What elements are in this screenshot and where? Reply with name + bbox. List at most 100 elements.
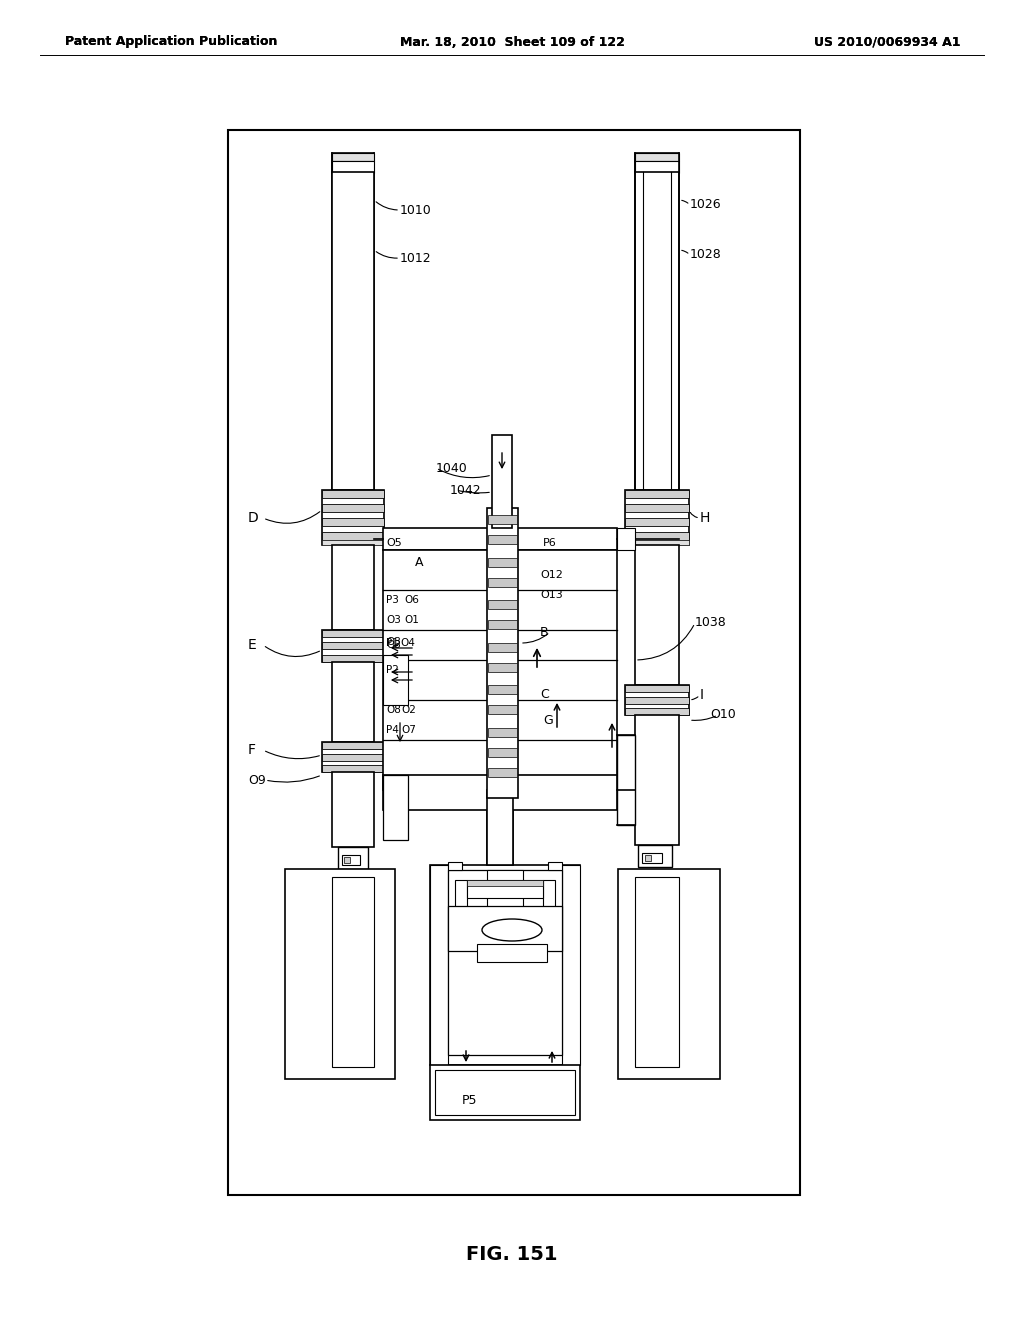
Bar: [332, 153, 374, 173]
Bar: [322, 517, 384, 525]
Bar: [643, 715, 671, 845]
Text: O5: O5: [386, 539, 401, 548]
Text: 1010: 1010: [400, 203, 432, 216]
Bar: [455, 880, 467, 909]
Text: D: D: [248, 511, 259, 525]
Bar: [322, 742, 384, 772]
Text: O7: O7: [401, 725, 416, 735]
Text: Patent Application Publication: Patent Application Publication: [65, 36, 278, 49]
Bar: [332, 153, 374, 161]
Text: C: C: [540, 689, 549, 701]
Bar: [625, 490, 689, 498]
Bar: [618, 869, 720, 1078]
Bar: [492, 436, 512, 528]
Bar: [430, 1065, 580, 1119]
Text: P1: P1: [386, 638, 399, 648]
Bar: [332, 172, 374, 490]
Bar: [635, 172, 679, 490]
Bar: [322, 630, 384, 663]
Bar: [643, 876, 671, 1067]
Bar: [488, 685, 517, 694]
Text: O8: O8: [386, 705, 400, 715]
Bar: [322, 642, 384, 649]
Bar: [625, 685, 689, 692]
Text: I: I: [700, 688, 705, 702]
Bar: [488, 578, 517, 587]
Bar: [625, 517, 689, 525]
Bar: [635, 876, 679, 1067]
Bar: [625, 504, 689, 512]
Bar: [488, 601, 517, 609]
Bar: [488, 768, 517, 777]
Bar: [625, 532, 689, 540]
Bar: [488, 705, 517, 714]
Bar: [332, 663, 374, 742]
Bar: [344, 857, 350, 863]
Bar: [322, 742, 384, 748]
Bar: [340, 172, 366, 490]
Text: O3: O3: [386, 640, 400, 649]
Bar: [322, 540, 384, 545]
Bar: [322, 754, 384, 762]
Text: O13: O13: [540, 590, 563, 601]
Bar: [488, 515, 516, 520]
Text: Mar. 18, 2010  Sheet 109 of 122: Mar. 18, 2010 Sheet 109 of 122: [399, 36, 625, 49]
Bar: [488, 515, 516, 531]
Text: P4: P4: [386, 725, 399, 735]
Bar: [340, 772, 366, 847]
Bar: [488, 620, 517, 630]
Bar: [383, 655, 408, 705]
Bar: [342, 855, 360, 865]
Bar: [635, 161, 679, 173]
Bar: [332, 876, 374, 1067]
Bar: [487, 789, 513, 865]
Text: 1042: 1042: [450, 483, 481, 496]
Bar: [635, 153, 679, 161]
Bar: [467, 880, 543, 886]
Bar: [488, 729, 517, 737]
Bar: [322, 766, 384, 772]
Text: 1040: 1040: [436, 462, 468, 474]
Bar: [383, 528, 617, 550]
Text: P3: P3: [386, 595, 399, 605]
Bar: [625, 708, 689, 715]
Bar: [643, 172, 671, 490]
Bar: [488, 663, 517, 672]
Bar: [383, 775, 408, 840]
Bar: [488, 558, 517, 568]
Text: Mar. 18, 2010  Sheet 109 of 122: Mar. 18, 2010 Sheet 109 of 122: [399, 36, 625, 49]
Bar: [449, 870, 562, 1055]
Bar: [430, 865, 580, 1065]
Text: P6: P6: [543, 539, 557, 548]
Text: 1012: 1012: [400, 252, 432, 264]
Bar: [228, 129, 800, 1195]
Bar: [322, 490, 384, 545]
Text: US 2010/0069934 A1: US 2010/0069934 A1: [813, 36, 961, 49]
Text: O1: O1: [404, 615, 419, 624]
Bar: [635, 545, 679, 685]
Bar: [322, 504, 384, 512]
Bar: [642, 853, 662, 863]
Text: F: F: [248, 743, 256, 756]
Bar: [332, 772, 374, 847]
Bar: [383, 550, 617, 789]
Text: E: E: [248, 638, 257, 652]
Text: P5: P5: [462, 1093, 477, 1106]
Bar: [617, 735, 635, 825]
Text: Patent Application Publication: Patent Application Publication: [65, 36, 278, 49]
Text: O6: O6: [404, 595, 419, 605]
Bar: [638, 845, 672, 867]
Bar: [488, 515, 517, 524]
Bar: [625, 490, 689, 545]
Bar: [543, 880, 555, 909]
Bar: [322, 655, 384, 663]
Text: 1028: 1028: [690, 248, 722, 261]
Bar: [322, 532, 384, 540]
Text: FIG. 151: FIG. 151: [466, 1246, 558, 1265]
Text: O2: O2: [401, 705, 416, 715]
Text: A: A: [415, 556, 424, 569]
Bar: [322, 630, 384, 638]
Text: 1026: 1026: [690, 198, 722, 211]
Bar: [340, 663, 366, 742]
Bar: [449, 862, 462, 870]
